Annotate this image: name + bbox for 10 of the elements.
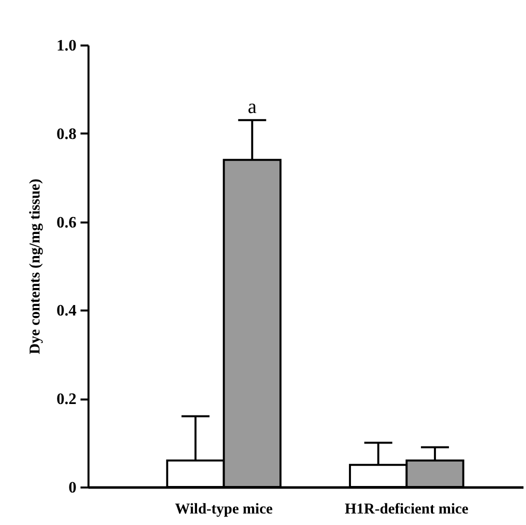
y-tick-label: 0.2 [56,391,76,408]
annotation: a [248,96,257,118]
y-tick-label: 0.6 [56,214,76,232]
y-tick-label: 0.8 [56,126,76,143]
x-tick-label: H1R-deficient mice [344,502,469,518]
y-tick-label: 1.0 [56,38,76,54]
y-tick-label: 0 [68,480,76,496]
x-tick-label: Wild-type mice [175,502,273,518]
y-axis-title: Dye contents (ng/mg tissue) [28,178,44,354]
y-tick-label: 0.4 [56,302,76,320]
